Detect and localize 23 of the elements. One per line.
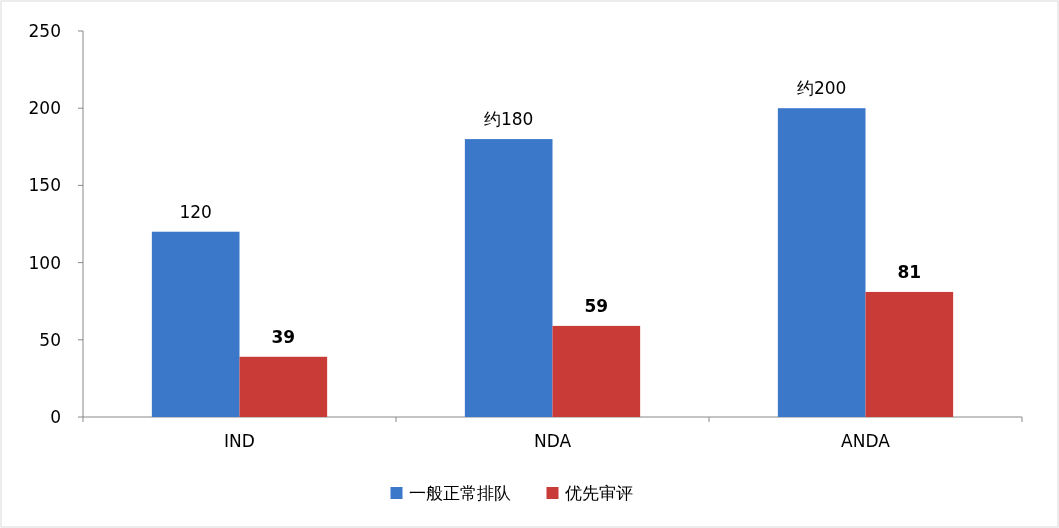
bar [777, 108, 866, 417]
bar [151, 231, 240, 417]
legend-label: 优先审评 [564, 483, 633, 503]
data-label: 81 [897, 261, 922, 282]
data-label: 约200 [796, 78, 847, 99]
y-tick-label: 100 [28, 252, 61, 273]
bar [239, 356, 328, 417]
bar [865, 291, 954, 417]
x-tick-label: NDA [533, 431, 572, 451]
data-label: 39 [271, 326, 296, 347]
x-tick-label: IND [224, 431, 255, 451]
y-tick-label: 250 [28, 21, 61, 41]
bar [552, 325, 641, 417]
data-label: 59 [584, 295, 609, 316]
x-tick-label: ANDA [841, 431, 891, 451]
y-tick-label: 50 [39, 329, 61, 350]
data-label: 120 [179, 201, 212, 222]
data-label: 约180 [483, 109, 534, 130]
legend-label: 一般正常排队 [408, 483, 511, 503]
bar [464, 139, 553, 417]
y-tick-label: 200 [28, 98, 61, 119]
y-tick-label: 150 [28, 175, 61, 196]
y-tick-label: 0 [50, 407, 61, 427]
